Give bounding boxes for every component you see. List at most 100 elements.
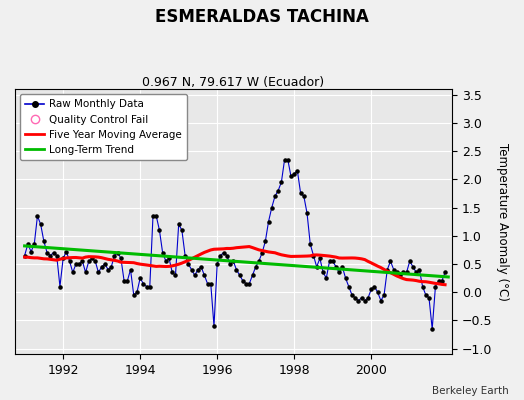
Text: Berkeley Earth: Berkeley Earth: [432, 386, 508, 396]
Point: [428, 326, 436, 332]
Point: [59, 255, 67, 262]
Point: [374, 289, 382, 295]
Point: [110, 252, 118, 259]
Point: [152, 213, 160, 219]
Point: [274, 187, 282, 194]
Point: [216, 252, 225, 259]
Point: [226, 261, 234, 267]
Point: [293, 168, 302, 174]
Point: [300, 193, 308, 200]
Point: [364, 295, 372, 301]
Point: [223, 252, 231, 259]
Point: [409, 264, 417, 270]
Point: [56, 283, 64, 290]
Point: [40, 238, 48, 244]
Point: [168, 269, 177, 276]
Point: [255, 258, 263, 264]
Point: [155, 227, 163, 233]
Point: [203, 280, 212, 287]
Point: [120, 278, 128, 284]
Point: [20, 252, 29, 259]
Point: [37, 221, 45, 228]
Point: [33, 213, 41, 219]
Point: [335, 269, 343, 276]
Point: [348, 292, 356, 298]
Point: [392, 269, 401, 276]
Point: [399, 269, 408, 276]
Point: [114, 250, 122, 256]
Point: [200, 272, 209, 278]
Point: [24, 241, 32, 248]
Point: [396, 272, 405, 278]
Point: [252, 264, 260, 270]
Point: [46, 252, 54, 259]
Point: [319, 269, 328, 276]
Point: [271, 193, 279, 200]
Point: [85, 258, 93, 264]
Point: [341, 275, 350, 281]
Point: [309, 252, 318, 259]
Point: [367, 286, 375, 292]
Point: [441, 269, 449, 276]
Point: [133, 289, 141, 295]
Point: [287, 173, 295, 180]
Point: [425, 295, 433, 301]
Point: [78, 258, 86, 264]
Point: [43, 250, 51, 256]
Point: [406, 258, 414, 264]
Point: [415, 266, 423, 273]
Point: [143, 283, 151, 290]
Point: [245, 280, 254, 287]
Point: [158, 250, 167, 256]
Point: [280, 156, 289, 163]
Point: [91, 258, 100, 264]
Point: [117, 255, 125, 262]
Point: [312, 264, 321, 270]
Point: [277, 179, 286, 185]
Y-axis label: Temperature Anomaly (°C): Temperature Anomaly (°C): [496, 143, 509, 300]
Point: [210, 323, 218, 329]
Point: [315, 255, 324, 262]
Point: [66, 258, 74, 264]
Point: [268, 204, 276, 211]
Point: [101, 261, 109, 267]
Point: [354, 298, 363, 304]
Point: [306, 241, 314, 248]
Point: [383, 266, 391, 273]
Point: [380, 292, 388, 298]
Point: [338, 264, 346, 270]
Point: [165, 255, 173, 262]
Point: [351, 295, 359, 301]
Point: [418, 283, 427, 290]
Point: [322, 275, 331, 281]
Point: [62, 248, 71, 255]
Point: [297, 190, 305, 197]
Point: [213, 261, 221, 267]
Text: ESMERALDAS TACHINA: ESMERALDAS TACHINA: [155, 8, 369, 26]
Point: [187, 266, 195, 273]
Point: [88, 255, 96, 262]
Point: [136, 275, 144, 281]
Point: [162, 258, 170, 264]
Point: [206, 280, 215, 287]
Point: [261, 238, 269, 244]
Point: [232, 266, 241, 273]
Point: [290, 170, 298, 177]
Point: [69, 269, 77, 276]
Point: [325, 258, 334, 264]
Point: [126, 266, 135, 273]
Point: [178, 227, 186, 233]
Point: [412, 269, 420, 276]
Point: [49, 250, 58, 256]
Point: [81, 269, 90, 276]
Point: [377, 298, 385, 304]
Point: [258, 250, 266, 256]
Point: [438, 278, 446, 284]
Point: [72, 261, 80, 267]
Point: [303, 210, 311, 216]
Point: [75, 261, 83, 267]
Point: [357, 295, 366, 301]
Point: [30, 241, 38, 248]
Point: [171, 272, 180, 278]
Point: [402, 269, 411, 276]
